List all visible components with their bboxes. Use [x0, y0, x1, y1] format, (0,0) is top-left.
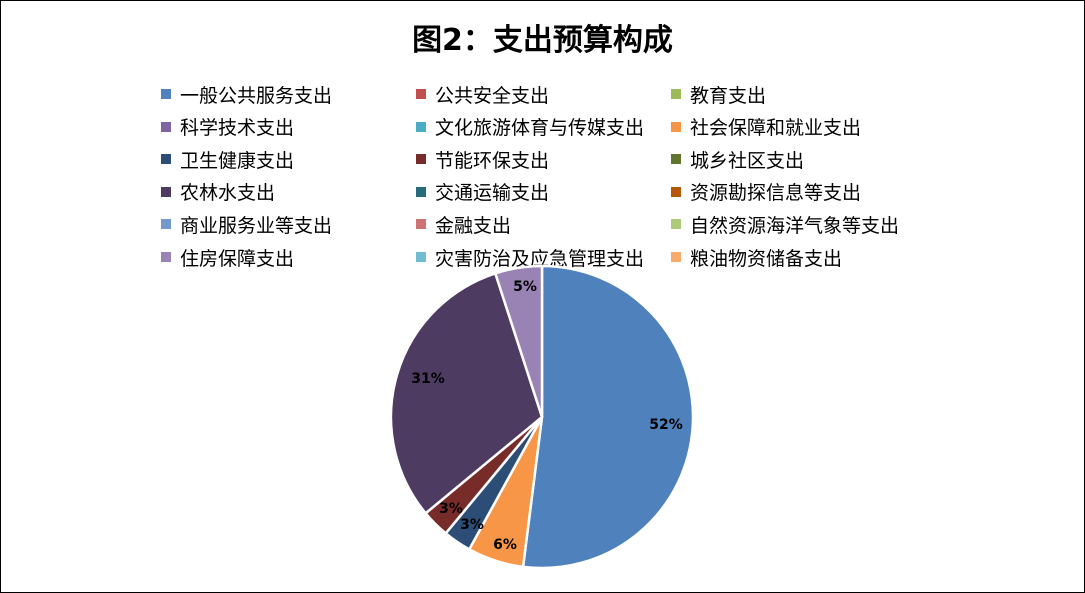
- legend-label: 一般公共服务支出: [180, 84, 333, 107]
- slice-data-label: 52%: [649, 417, 683, 433]
- legend-item: 节能环保支出: [416, 146, 549, 172]
- legend-swatch: [161, 219, 171, 230]
- slice-data-label: 6%: [493, 537, 517, 553]
- legend-item: 卫生健康支出: [161, 146, 294, 172]
- legend-label: 节能环保支出: [435, 149, 550, 172]
- legend-item: 科学技术支出: [161, 114, 294, 140]
- slice-data-label: 5%: [513, 279, 537, 295]
- legend-swatch: [416, 186, 426, 197]
- legend-label: 资源勘探信息等支出: [690, 182, 862, 205]
- legend-swatch: [671, 121, 681, 132]
- legend-item: 自然资源海洋气象等支出: [671, 211, 899, 237]
- legend-item: 公共安全支出: [416, 81, 549, 107]
- legend-item: 交通运输支出: [416, 179, 549, 205]
- legend-label: 农林水支出: [180, 182, 276, 205]
- slice-data-label: 3%: [439, 501, 463, 517]
- legend-label: 社会保障和就业支出: [690, 117, 862, 140]
- pie-slice: [494, 264, 544, 419]
- legend-swatch: [161, 121, 171, 132]
- legend-swatch: [671, 186, 681, 197]
- legend-swatch: [671, 252, 681, 262]
- legend-item: 农林水支出: [161, 179, 275, 205]
- legend-item: 商业服务业等支出: [161, 211, 332, 237]
- legend-swatch: [161, 252, 171, 262]
- legend-label: 教育支出: [690, 84, 767, 107]
- legend-label: 住房保障支出: [180, 247, 295, 270]
- legend-swatch: [416, 252, 426, 262]
- legend-label: 科学技术支出: [180, 117, 295, 140]
- legend-swatch: [671, 219, 681, 230]
- legend-label: 自然资源海洋气象等支出: [690, 214, 900, 237]
- legend-label: 交通运输支出: [435, 182, 550, 205]
- legend-swatch: [161, 154, 171, 165]
- legend-item: 灾害防治及应急管理支出: [416, 244, 644, 270]
- legend-item: 一般公共服务支出: [161, 81, 332, 107]
- legend-swatch: [671, 89, 681, 99]
- legend-label: 粮油物资储备支出: [690, 247, 843, 270]
- legend-item: 社会保障和就业支出: [671, 114, 861, 140]
- pie-slice: [521, 264, 695, 570]
- legend-item: 城乡社区支出: [671, 146, 804, 172]
- legend-item: 资源勘探信息等支出: [671, 179, 861, 205]
- legend-swatch: [161, 186, 171, 197]
- legend-label: 商业服务业等支出: [180, 214, 333, 237]
- legend-label: 公共安全支出: [435, 84, 550, 107]
- legend-item: 教育支出: [671, 81, 766, 107]
- slice-data-label: 31%: [411, 371, 445, 387]
- legend-item: 金融支出: [416, 211, 511, 237]
- legend-item: 住房保障支出: [161, 244, 294, 270]
- chart-title: 图2：支出预算构成: [412, 23, 673, 58]
- legend-label: 城乡社区支出: [690, 149, 805, 172]
- legend-label: 文化旅游体育与传媒支出: [435, 117, 645, 140]
- slice-data-label: 3%: [460, 517, 484, 533]
- legend-label: 卫生健康支出: [180, 149, 295, 172]
- legend-label: 灾害防治及应急管理支出: [435, 247, 645, 270]
- legend-swatch: [416, 89, 426, 99]
- legend-swatch: [416, 219, 426, 230]
- legend-swatch: [416, 154, 426, 165]
- legend-swatch: [671, 154, 681, 165]
- pie-slice: [389, 272, 544, 515]
- legend-label: 金融支出: [435, 214, 512, 237]
- legend-swatch: [416, 121, 426, 132]
- legend-swatch: [161, 89, 171, 99]
- legend-item: 文化旅游体育与传媒支出: [416, 114, 644, 140]
- legend-item: 粮油物资储备支出: [671, 244, 842, 270]
